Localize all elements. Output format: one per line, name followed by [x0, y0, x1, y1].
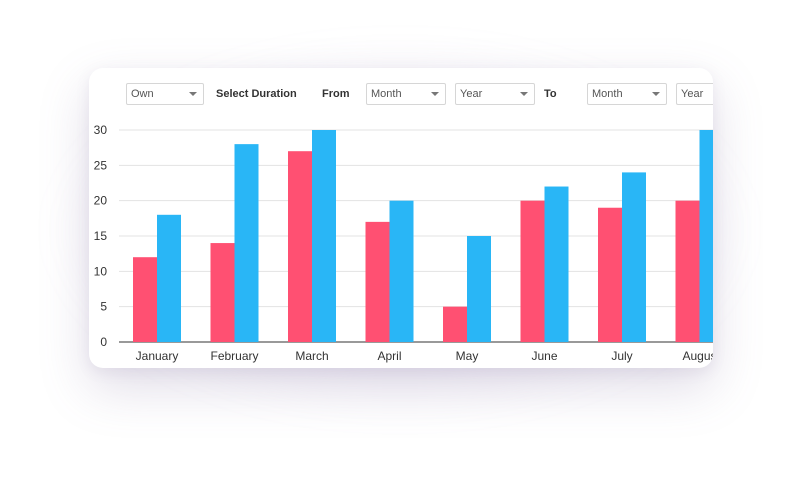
x-axis-ticks: January February March April May June July Augu…: [136, 349, 713, 363]
bar-series-a: [520, 200, 545, 342]
bar-series-b: [544, 186, 569, 342]
y-tick-label: 30: [94, 123, 108, 137]
to-year-value: Year: [681, 88, 704, 100]
y-tick-label: 20: [94, 194, 108, 208]
x-tick-label: March: [295, 349, 328, 363]
owner-select[interactable]: Own: [126, 83, 204, 105]
y-tick-label: 15: [94, 229, 108, 243]
bar-series-a: [443, 306, 467, 342]
bar-series-a: [133, 257, 157, 342]
x-tick-label: May: [456, 349, 479, 363]
y-tick-label: 25: [94, 158, 108, 172]
from-month-value: Month: [371, 88, 402, 100]
x-tick-label: June: [531, 349, 557, 363]
chevron-down-icon: [520, 92, 528, 96]
bar-series-b: [389, 200, 414, 342]
y-tick-label: 10: [94, 264, 108, 278]
bar-series-b: [234, 144, 259, 342]
bar-series-b: [467, 236, 491, 342]
bar-series-b: [622, 172, 646, 342]
x-tick-label: January: [136, 349, 179, 363]
y-tick-label: 5: [100, 300, 107, 314]
x-tick-label: February: [210, 349, 258, 363]
x-tick-label: Augus: [682, 349, 713, 363]
bar-series-a: [288, 151, 312, 342]
chevron-down-icon: [189, 92, 197, 96]
y-axis-ticks: 0 5 10 15 20 25 30: [94, 123, 108, 349]
to-year-select[interactable]: Year: [676, 83, 713, 105]
y-tick-label: 0: [100, 335, 107, 349]
select-duration-label: Select Duration: [216, 88, 297, 100]
bar-series-a: [598, 207, 622, 342]
to-month-select[interactable]: Month: [587, 83, 667, 105]
from-year-select[interactable]: Year: [455, 83, 535, 105]
bar-series-a: [675, 200, 700, 342]
bar-chart: 0 5 10 15 20 25 30 January February March April Ma…: [94, 123, 713, 363]
bar-series-b: [312, 130, 336, 342]
bars: [133, 130, 713, 342]
bar-series-b: [157, 214, 181, 342]
x-tick-label: April: [377, 349, 401, 363]
chevron-down-icon: [652, 92, 660, 96]
chevron-down-icon: [431, 92, 439, 96]
bar-series-a: [365, 221, 390, 342]
from-month-select[interactable]: Month: [366, 83, 446, 105]
chart-card: Own Select Duration From Month Year To M…: [89, 68, 713, 368]
from-label: From: [322, 88, 350, 100]
from-year-value: Year: [460, 88, 483, 100]
to-label: To: [544, 88, 557, 100]
bar-series-b: [699, 130, 713, 342]
bar-series-a: [210, 243, 235, 342]
owner-select-value: Own: [131, 88, 154, 100]
to-month-value: Month: [592, 88, 623, 100]
filter-bar: Own Select Duration From Month Year To M…: [89, 68, 713, 128]
x-tick-label: July: [611, 349, 632, 363]
